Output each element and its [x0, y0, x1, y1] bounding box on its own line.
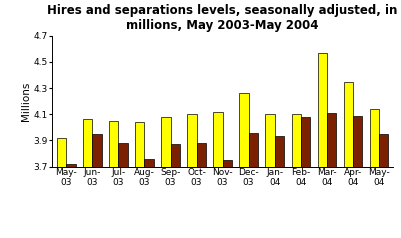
- Bar: [83, 119, 93, 238]
- Bar: [196, 143, 206, 238]
- Bar: [327, 113, 336, 238]
- Bar: [213, 112, 223, 238]
- Bar: [93, 134, 101, 238]
- Bar: [301, 117, 310, 238]
- Bar: [109, 121, 118, 238]
- Bar: [275, 137, 284, 238]
- Bar: [370, 109, 379, 238]
- Bar: [265, 114, 275, 238]
- Bar: [136, 122, 144, 238]
- Bar: [292, 114, 301, 238]
- Bar: [118, 143, 128, 238]
- Bar: [67, 164, 75, 238]
- Bar: [144, 159, 154, 238]
- Title: Hires and separations levels, seasonally adjusted, in
millions, May 2003-May 200: Hires and separations levels, seasonally…: [47, 4, 398, 32]
- Bar: [379, 134, 388, 238]
- Bar: [249, 133, 258, 238]
- Bar: [352, 116, 362, 238]
- Bar: [57, 138, 67, 238]
- Bar: [162, 117, 170, 238]
- Bar: [187, 114, 196, 238]
- Bar: [170, 144, 180, 238]
- Bar: [344, 82, 352, 238]
- Y-axis label: Millions: Millions: [21, 81, 31, 121]
- Bar: [223, 160, 232, 238]
- Bar: [318, 53, 327, 238]
- Bar: [239, 93, 249, 238]
